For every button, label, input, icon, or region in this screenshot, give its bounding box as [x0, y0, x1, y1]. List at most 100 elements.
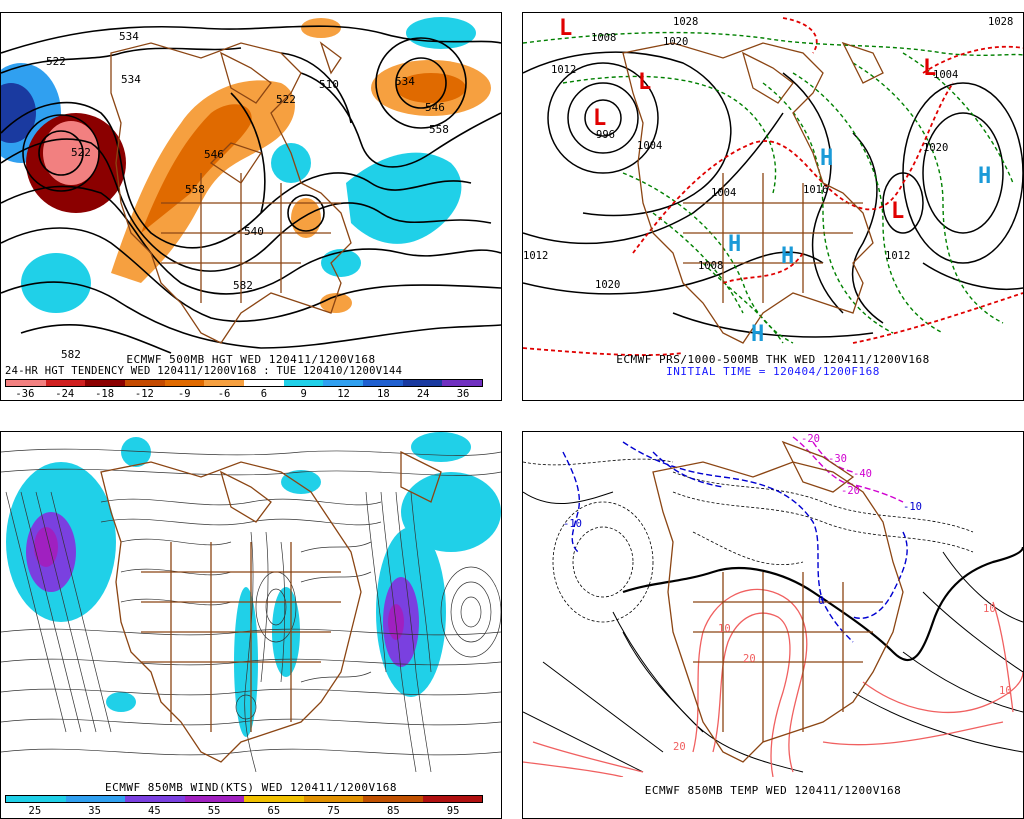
low-pressure-symbol: L	[593, 106, 606, 131]
contour-label: 510	[319, 78, 339, 91]
isobar-label: 1020	[595, 279, 620, 291]
colorbar-label: 85	[387, 805, 400, 817]
high-pressure-symbol: H	[978, 164, 991, 189]
contour-label: 582	[61, 348, 81, 358]
land-outline	[100, 450, 442, 763]
isotherm-label: -40	[853, 468, 872, 480]
isotherm-label: 20	[743, 653, 756, 665]
panel-pressure-thickness: 1028 1008 1012 1020 996 1004 1004 1008 1…	[522, 12, 1024, 401]
colorbar-label: 9	[300, 388, 307, 400]
streamlines	[1, 448, 501, 772]
contour-label: 522	[71, 146, 91, 159]
colorbar-label: -9	[177, 388, 191, 400]
height-contours	[1, 25, 501, 354]
isotherms	[523, 491, 1023, 773]
colorbar-label: 95	[446, 805, 460, 817]
panel-subtitle: 24-HR HGT TENDENCY WED 120411/1200V168 :…	[5, 365, 403, 377]
colorbar-swatch	[65, 796, 125, 802]
panel-title: ECMWF 850MB TEMP WED 120411/1200V168	[644, 784, 902, 797]
isobar-label: 1020	[923, 142, 948, 154]
thickness-cold-contours	[523, 31, 1023, 344]
isobars	[523, 51, 1023, 338]
isobar-label: 1004	[933, 69, 958, 81]
colorbar-label: 12	[337, 388, 350, 400]
land-outline	[622, 41, 884, 344]
colorbar-swatch	[363, 380, 403, 386]
panel-subtitle: INITIAL TIME = 120404/1200F168	[666, 365, 880, 378]
colorbar-swatch	[244, 796, 304, 802]
map-850mb-temperature: -20 -30 -40 -10 -10 -20 0 10 20 10 10 20	[523, 433, 1023, 777]
panel-title: ECMWF PRS/1000-500MB THK WED 120411/1200…	[616, 353, 930, 366]
contour-label: 534	[121, 73, 141, 86]
contour-label: 534	[119, 30, 139, 43]
contour-label: 582	[233, 279, 253, 292]
tendency-colorbar	[5, 379, 483, 387]
zero-isotherm	[622, 546, 1023, 662]
isotherm-label: 10	[999, 685, 1012, 697]
colorbar-label: -36	[15, 388, 35, 400]
isobar-label: 1004	[711, 187, 736, 199]
colorbar-swatch	[323, 380, 364, 386]
isobar-label: 1004	[637, 140, 662, 152]
isobar-label: 1008	[698, 260, 723, 272]
map-850mb-wind	[1, 432, 501, 772]
colorbar-label: 35	[88, 805, 101, 817]
high-pressure-symbol: H	[751, 322, 764, 347]
map-pressure-thickness: 1028 1008 1012 1020 996 1004 1004 1008 1…	[523, 16, 1023, 356]
colorbar-swatch	[442, 380, 483, 386]
land-outline	[652, 440, 904, 763]
isotherm-label: -30	[828, 453, 847, 465]
panel-title: ECMWF 850MB WIND(KTS) WED 120411/1200V16…	[104, 781, 398, 794]
isobar-label: 1016	[803, 184, 828, 196]
colorbar-swatch	[125, 380, 165, 386]
colorbar-swatch	[204, 380, 245, 386]
isotherm-label: 0	[818, 595, 824, 607]
isobar-label: 1012	[523, 250, 548, 262]
isotherm-labels: -20 -30 -40 -10 -10 -20 0 10 20 10 10 20	[563, 433, 1012, 753]
isobar-labels: 1028 1008 1012 1020 996 1004 1004 1008 1…	[523, 16, 1013, 291]
panel-850mb-temperature: -20 -30 -40 -10 -10 -20 0 10 20 10 10 20…	[522, 431, 1024, 819]
panel-500mb-height: 534 522 534 522 510 534 546 558 546 558 …	[0, 12, 502, 401]
colorbar-label: -12	[134, 388, 154, 400]
isobar-label: 1012	[885, 250, 910, 262]
colorbar-swatch	[164, 380, 205, 386]
colorbar-label: -18	[95, 388, 115, 400]
wind-speed-shading	[6, 432, 501, 737]
colorbar-swatch	[363, 796, 423, 802]
isotherm-label: -20	[841, 485, 860, 497]
high-pressure-symbol: H	[728, 232, 741, 257]
contour-label: 546	[425, 101, 445, 114]
colorbar-label: 65	[267, 805, 281, 817]
isobar-label: 1028	[988, 16, 1013, 28]
panel-title: ECMWF 500MB HGT WED 120411/1200V168	[126, 353, 376, 366]
high-pressure-symbol: H	[781, 244, 794, 269]
colorbar-swatch	[45, 380, 86, 386]
colorbar-label: 25	[28, 805, 42, 817]
contour-label: 558	[429, 123, 449, 136]
map-500mb-height: 534 522 534 522 510 534 546 558 546 558 …	[1, 17, 501, 358]
isotherm-label: 20	[673, 741, 686, 753]
isotherms-blue	[562, 441, 908, 643]
low-pressure-symbol: L	[638, 70, 651, 95]
isotherms-magenta	[792, 436, 904, 503]
contour-labels: 534 522 534 522 510 534 546 558 546 558 …	[46, 30, 449, 358]
isotherm-label: 10	[718, 623, 731, 635]
colorbar-swatch	[402, 380, 443, 386]
isobar-label: 1020	[663, 36, 688, 48]
colorbar-label: 36	[456, 388, 470, 400]
isobar-label: 1008	[591, 32, 616, 44]
colorbar-swatch	[6, 796, 66, 802]
colorbar-swatch	[303, 796, 363, 802]
colorbar-swatch	[6, 380, 46, 386]
contour-label: 540	[244, 225, 264, 238]
pressure-centers: L L L L L H H H H H	[559, 16, 991, 347]
colorbar-swatch	[283, 380, 324, 386]
colorbar-swatch	[244, 380, 284, 386]
isobar-label: 1012	[551, 64, 576, 76]
colorbar-label: 55	[207, 805, 221, 817]
low-pressure-symbol: L	[559, 16, 572, 41]
isobar-label: 1028	[673, 16, 698, 28]
contour-label: 522	[46, 55, 66, 68]
isobar-label: 996	[596, 129, 615, 141]
colorbar-swatch	[422, 796, 482, 802]
